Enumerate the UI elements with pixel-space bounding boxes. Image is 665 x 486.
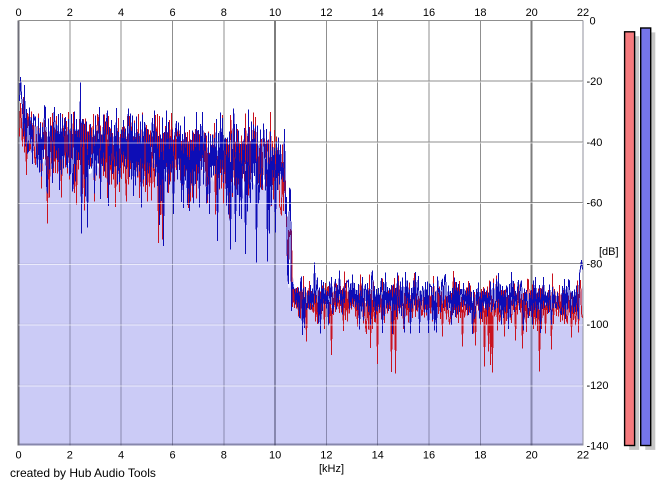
svg-text:6: 6 bbox=[169, 450, 175, 462]
svg-text:-100: -100 bbox=[587, 319, 609, 331]
svg-text:16: 16 bbox=[423, 450, 435, 462]
svg-text:-40: -40 bbox=[587, 137, 603, 149]
svg-text:14: 14 bbox=[372, 450, 384, 462]
svg-text:-20: -20 bbox=[587, 76, 603, 88]
svg-text:created by Hub Audio Tools: created by Hub Audio Tools bbox=[10, 466, 156, 480]
svg-text:-120: -120 bbox=[587, 380, 609, 392]
svg-text:4: 4 bbox=[118, 450, 124, 462]
svg-text:6: 6 bbox=[169, 7, 175, 19]
svg-text:-60: -60 bbox=[587, 198, 603, 210]
svg-text:8: 8 bbox=[221, 450, 227, 462]
svg-text:[dB]: [dB] bbox=[599, 246, 619, 258]
svg-text:-140: -140 bbox=[587, 441, 609, 453]
svg-text:10: 10 bbox=[269, 7, 281, 19]
svg-text:2: 2 bbox=[67, 450, 73, 462]
svg-text:2: 2 bbox=[67, 7, 73, 19]
svg-text:12: 12 bbox=[320, 7, 332, 19]
svg-text:18: 18 bbox=[474, 450, 486, 462]
svg-text:12: 12 bbox=[320, 450, 332, 462]
svg-text:10: 10 bbox=[269, 450, 281, 462]
svg-text:22: 22 bbox=[577, 7, 589, 19]
svg-text:0: 0 bbox=[590, 16, 596, 28]
svg-text:0: 0 bbox=[15, 7, 21, 19]
svg-text:4: 4 bbox=[118, 7, 124, 19]
svg-text:22: 22 bbox=[577, 450, 589, 462]
svg-text:14: 14 bbox=[372, 7, 384, 19]
svg-text:16: 16 bbox=[423, 7, 435, 19]
svg-text:[kHz]: [kHz] bbox=[319, 463, 344, 475]
svg-text:8: 8 bbox=[221, 7, 227, 19]
svg-text:20: 20 bbox=[526, 450, 538, 462]
svg-text:20: 20 bbox=[526, 7, 538, 19]
svg-text:18: 18 bbox=[474, 7, 486, 19]
svg-text:-80: -80 bbox=[587, 258, 603, 270]
svg-text:0: 0 bbox=[15, 450, 21, 462]
